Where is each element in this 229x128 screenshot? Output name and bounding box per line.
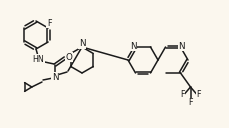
Text: F: F	[180, 90, 185, 99]
Text: F: F	[47, 19, 51, 28]
Text: O: O	[65, 52, 72, 61]
Text: N: N	[52, 73, 58, 82]
Text: N: N	[79, 40, 85, 49]
Text: HN: HN	[32, 55, 44, 63]
Text: F: F	[196, 90, 201, 99]
Text: F: F	[188, 98, 193, 108]
Text: N: N	[130, 41, 137, 51]
Text: N: N	[178, 41, 185, 51]
